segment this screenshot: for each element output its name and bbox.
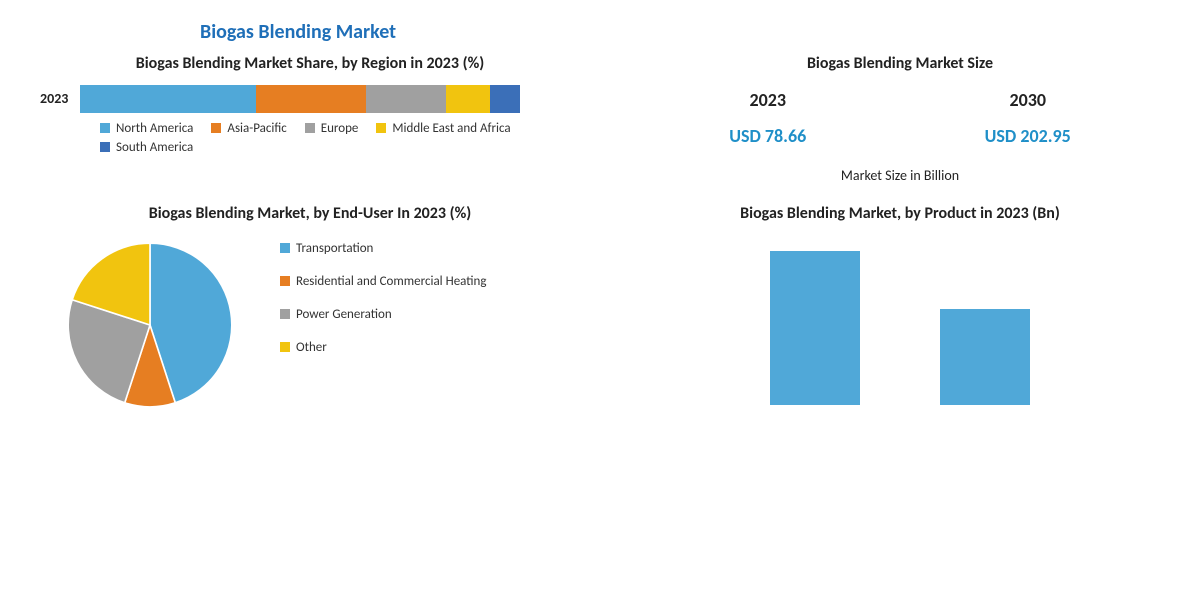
legend-label: Middle East and Africa bbox=[392, 121, 510, 136]
size-value-1: USD 202.95 bbox=[985, 125, 1071, 147]
market-size-title: Biogas Blending Market Size bbox=[640, 54, 1160, 75]
market-size-note: Market Size in Billion bbox=[640, 167, 1160, 184]
region-share-title: Biogas Blending Market Share, by Region … bbox=[40, 54, 580, 75]
by-product-title: Biogas Blending Market, by Product in 20… bbox=[640, 204, 1160, 225]
region-share-section: Biogas Blending Market Share, by Region … bbox=[40, 54, 580, 184]
size-col-0: 2023 USD 78.66 bbox=[729, 89, 806, 147]
main-title: Biogas Blending Market bbox=[200, 20, 1160, 44]
end-user-title: Biogas Blending Market, by End-User In 2… bbox=[40, 204, 580, 225]
legend-item: Residential and Commercial Heating bbox=[280, 274, 486, 289]
legend-swatch bbox=[305, 123, 315, 133]
legend-item: South America bbox=[100, 140, 193, 155]
chart-grid: Biogas Blending Market Share, by Region … bbox=[40, 54, 1160, 415]
product-bars bbox=[640, 235, 1160, 405]
legend-swatch bbox=[100, 123, 110, 133]
legend-item: Asia-Pacific bbox=[211, 121, 286, 136]
legend-swatch bbox=[280, 309, 290, 319]
size-year-1: 2030 bbox=[985, 89, 1071, 111]
legend-label: Power Generation bbox=[296, 307, 392, 322]
legend-item: North America bbox=[100, 121, 193, 136]
legend-item: Other bbox=[280, 340, 486, 355]
stacked-year-label: 2023 bbox=[40, 90, 68, 107]
stacked-segment bbox=[490, 85, 521, 113]
legend-item: Europe bbox=[305, 121, 359, 136]
end-user-section: Biogas Blending Market, by End-User In 2… bbox=[40, 204, 580, 415]
legend-label: Transportation bbox=[296, 241, 373, 256]
legend-item: Transportation bbox=[280, 241, 486, 256]
stacked-segment bbox=[256, 85, 366, 113]
legend-swatch bbox=[280, 276, 290, 286]
pie-wrap: Transportation Residential and Commercial… bbox=[40, 235, 580, 415]
stacked-segment bbox=[446, 85, 490, 113]
legend-item: Power Generation bbox=[280, 307, 486, 322]
size-value-0: USD 78.66 bbox=[729, 125, 806, 147]
legend-swatch bbox=[100, 142, 110, 152]
legend-swatch bbox=[280, 243, 290, 253]
legend-label: Other bbox=[296, 340, 327, 355]
end-user-pie bbox=[40, 235, 260, 415]
stacked-segment bbox=[366, 85, 445, 113]
market-size-section: Biogas Blending Market Size 2023 USD 78.… bbox=[640, 54, 1160, 184]
product-bar bbox=[940, 309, 1030, 405]
legend-label: South America bbox=[116, 140, 193, 155]
legend-swatch bbox=[376, 123, 386, 133]
stacked-segment bbox=[80, 85, 256, 113]
legend-label: Europe bbox=[321, 121, 359, 136]
legend-item: Middle East and Africa bbox=[376, 121, 510, 136]
legend-label: North America bbox=[116, 121, 193, 136]
stacked-bar-row: 2023 bbox=[40, 85, 580, 113]
by-product-section: Biogas Blending Market, by Product in 20… bbox=[640, 204, 1160, 415]
stacked-bar bbox=[80, 85, 520, 113]
legend-swatch bbox=[280, 342, 290, 352]
size-col-1: 2030 USD 202.95 bbox=[985, 89, 1071, 147]
market-size-columns: 2023 USD 78.66 2030 USD 202.95 bbox=[640, 89, 1160, 147]
legend-swatch bbox=[211, 123, 221, 133]
size-year-0: 2023 bbox=[729, 89, 806, 111]
product-bar bbox=[770, 251, 860, 405]
region-legend: North America Asia-Pacific Europe Middle Ea… bbox=[40, 121, 580, 155]
legend-label: Residential and Commercial Heating bbox=[296, 274, 486, 289]
legend-label: Asia-Pacific bbox=[227, 121, 286, 136]
end-user-legend: Transportation Residential and Commercial… bbox=[280, 235, 486, 355]
